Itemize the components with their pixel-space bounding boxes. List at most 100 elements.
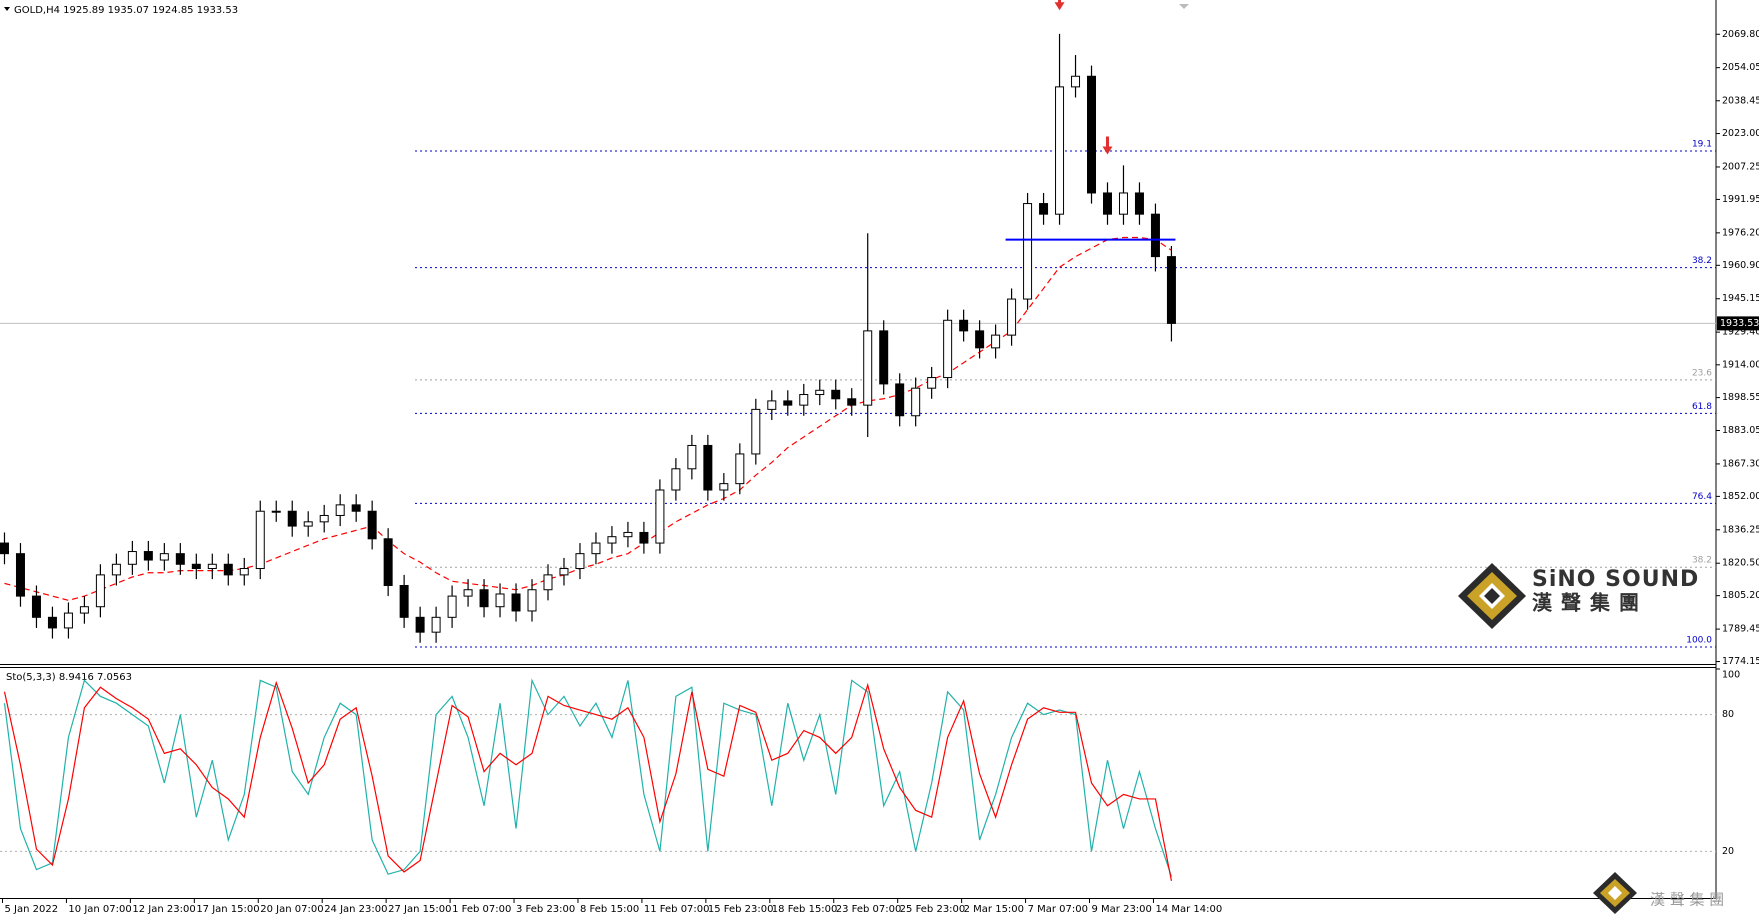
x-tick-label: 1 Feb 07:00 [452, 904, 511, 915]
x-tick-label: 25 Feb 23:00 [900, 904, 966, 915]
x-tick-label: 24 Jan 23:00 [324, 904, 387, 915]
candle-body [735, 453, 745, 485]
candle-body [0, 542, 9, 555]
candle-body [623, 531, 633, 538]
fib-label: 38.2 [1692, 256, 1712, 266]
candle-body [975, 330, 985, 349]
candle-body [191, 563, 201, 570]
candle-body [95, 574, 105, 608]
candle-body [479, 589, 489, 608]
x-tick-label: 10 Jan 07:00 [68, 904, 131, 915]
candle-body [415, 616, 425, 633]
candle-body [1071, 75, 1081, 88]
y-tick-label: 1774.15 [1722, 656, 1759, 667]
candle-body [559, 568, 569, 576]
candle-body [719, 483, 729, 491]
logo-diamond [1608, 886, 1622, 900]
x-tick-label: 3 Feb 23:00 [516, 904, 575, 915]
x-tick-label: 8 Feb 15:00 [580, 904, 639, 915]
candle-body [319, 514, 329, 523]
y-tick-label: 100 [1722, 670, 1740, 681]
y-tick-label: 1852.00 [1722, 491, 1759, 502]
arrow-marker [1054, 0, 1065, 11]
candle-body [991, 334, 1001, 349]
candle-body [959, 319, 969, 332]
candle-body [511, 593, 521, 612]
candle-body [159, 553, 169, 561]
candle-body [431, 616, 441, 633]
candle-body [783, 400, 793, 406]
y-tick-label: 2054.05 [1722, 62, 1759, 73]
brand-chinese-small: 漢 聲 集 團 [1650, 891, 1724, 909]
candle-body [351, 504, 361, 512]
candle-body [15, 553, 25, 597]
shift-marker [1179, 4, 1189, 9]
y-tick-label: 2023.00 [1722, 128, 1759, 139]
candle-body [831, 389, 841, 400]
y-tick-label: 1867.30 [1722, 458, 1759, 469]
arrow-marker [1102, 136, 1113, 155]
fib-label: 38.2 [1692, 556, 1712, 566]
candle-body [127, 551, 137, 565]
y-tick-label: 1945.15 [1722, 293, 1759, 304]
candle-body [607, 536, 617, 544]
candle-body [47, 616, 57, 629]
candle-body [1039, 203, 1049, 215]
candle-body [303, 521, 313, 527]
y-tick-label: 1820.50 [1722, 558, 1759, 569]
candle-body [639, 531, 649, 544]
logo: SiNO SOUND 漢聲集團 漢 聲 集 團 [1458, 563, 1724, 914]
brand-name: SiNO SOUND [1532, 567, 1699, 592]
fib-label: 100.0 [1686, 636, 1712, 646]
candle-body [367, 510, 377, 540]
candle-body [1007, 298, 1017, 336]
y-tick-label: 1960.90 [1722, 260, 1759, 271]
candle-body [799, 394, 809, 406]
moving-average [4, 236, 1172, 601]
x-tick-label: 20 Jan 07:00 [260, 904, 323, 915]
y-tick-label: 1898.55 [1722, 392, 1759, 403]
candle-body [271, 510, 281, 513]
candle-body [687, 444, 697, 470]
y-tick-label: 1805.20 [1722, 590, 1759, 601]
candle-body [223, 563, 233, 576]
candle-body [1118, 192, 1128, 215]
y-tick-label: 2038.45 [1722, 95, 1759, 106]
candle-body [591, 542, 601, 555]
x-tick-label: 18 Feb 15:00 [772, 904, 838, 915]
candle-body [847, 398, 857, 406]
candle-body [31, 595, 41, 618]
candle-body [943, 319, 953, 379]
brand-chinese: 漢聲集團 [1532, 591, 1648, 615]
candle-body [335, 504, 345, 516]
candle-body [1023, 203, 1033, 300]
candle-body [79, 606, 89, 614]
y-tick-label: 1991.95 [1722, 194, 1759, 205]
candle-body [143, 551, 153, 561]
candle-body [671, 468, 681, 491]
x-tick-label: 2 Mar 15:00 [964, 904, 1024, 915]
title-marker [4, 7, 10, 11]
candle-body [575, 553, 585, 570]
candle-body [399, 584, 409, 618]
last-price-label: 1933.53 [1720, 318, 1759, 329]
x-tick-label: 12 Jan 23:00 [132, 904, 195, 915]
y-tick-label: 2007.25 [1722, 161, 1759, 172]
candle-body [911, 387, 921, 417]
candle-body [1166, 256, 1176, 324]
candle-body [255, 510, 265, 570]
x-tick-label: 23 Feb 07:00 [836, 904, 902, 915]
candle-body [175, 553, 185, 565]
x-tick-label: 11 Feb 07:00 [644, 904, 710, 915]
candle-body [1055, 86, 1065, 215]
y-tick-label: 20 [1722, 846, 1734, 857]
candle-body [447, 595, 457, 618]
x-tick-label: 17 Jan 15:00 [196, 904, 259, 915]
chart-title: Sto(5,3,3) 8.9416 7.0563 [6, 672, 132, 683]
candle-body [1134, 192, 1144, 215]
candle-body [63, 612, 73, 629]
y-tick-label: 1836.25 [1722, 524, 1759, 535]
y-tick-label: 1976.20 [1722, 227, 1759, 238]
x-tick-label: 7 Mar 07:00 [1028, 904, 1088, 915]
x-tick-label: 15 Feb 23:00 [708, 904, 774, 915]
